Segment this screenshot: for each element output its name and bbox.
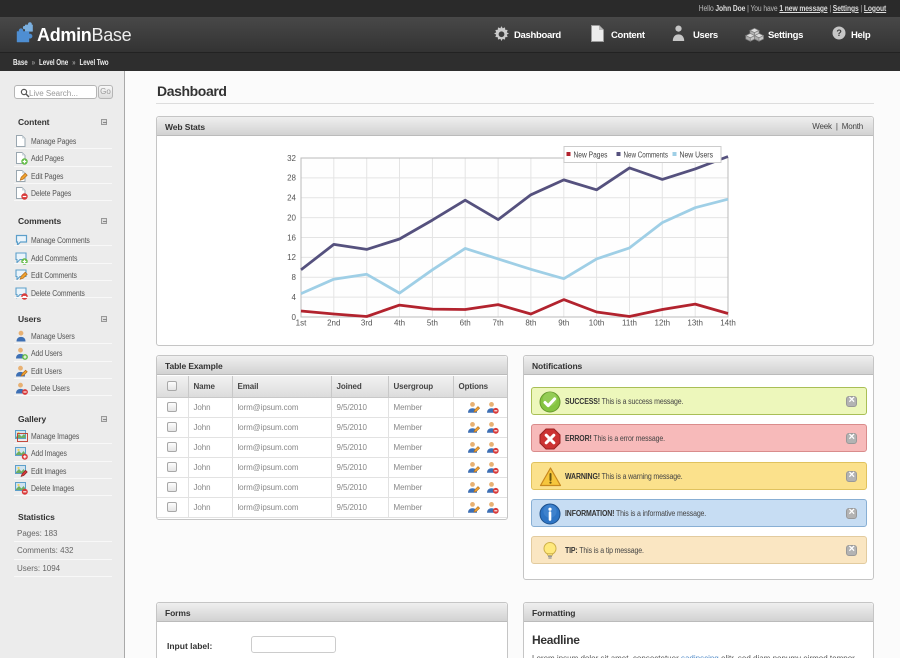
svg-text:4th: 4th: [394, 319, 405, 328]
svg-text:13th: 13th: [687, 319, 703, 328]
svg-text:New Users: New Users: [680, 150, 714, 159]
svg-text:11th: 11th: [622, 319, 637, 328]
svg-text:32: 32: [287, 154, 296, 163]
svg-text:2nd: 2nd: [327, 319, 340, 328]
svg-text:12: 12: [287, 253, 296, 262]
svg-text:28: 28: [287, 174, 296, 183]
svg-text:1st: 1st: [296, 319, 307, 328]
svg-text:20: 20: [287, 213, 296, 222]
svg-text:6th: 6th: [460, 319, 471, 328]
svg-text:16: 16: [287, 233, 296, 242]
svg-text:9th: 9th: [558, 319, 569, 328]
svg-text:New Comments: New Comments: [624, 150, 669, 159]
svg-text:24: 24: [287, 194, 296, 203]
svg-text:New Pages: New Pages: [574, 150, 608, 159]
svg-text:14th: 14th: [720, 319, 736, 328]
svg-text:3rd: 3rd: [361, 319, 373, 328]
svg-text:5th: 5th: [427, 319, 438, 328]
svg-text:12th: 12th: [655, 319, 671, 328]
svg-text:?: ?: [836, 28, 841, 38]
svg-text:8th: 8th: [525, 319, 536, 328]
svg-text:10th: 10th: [589, 319, 605, 328]
svg-text:0: 0: [292, 313, 297, 322]
svg-text:8: 8: [292, 273, 297, 282]
svg-text:7th: 7th: [493, 319, 504, 328]
svg-text:4: 4: [292, 293, 297, 302]
